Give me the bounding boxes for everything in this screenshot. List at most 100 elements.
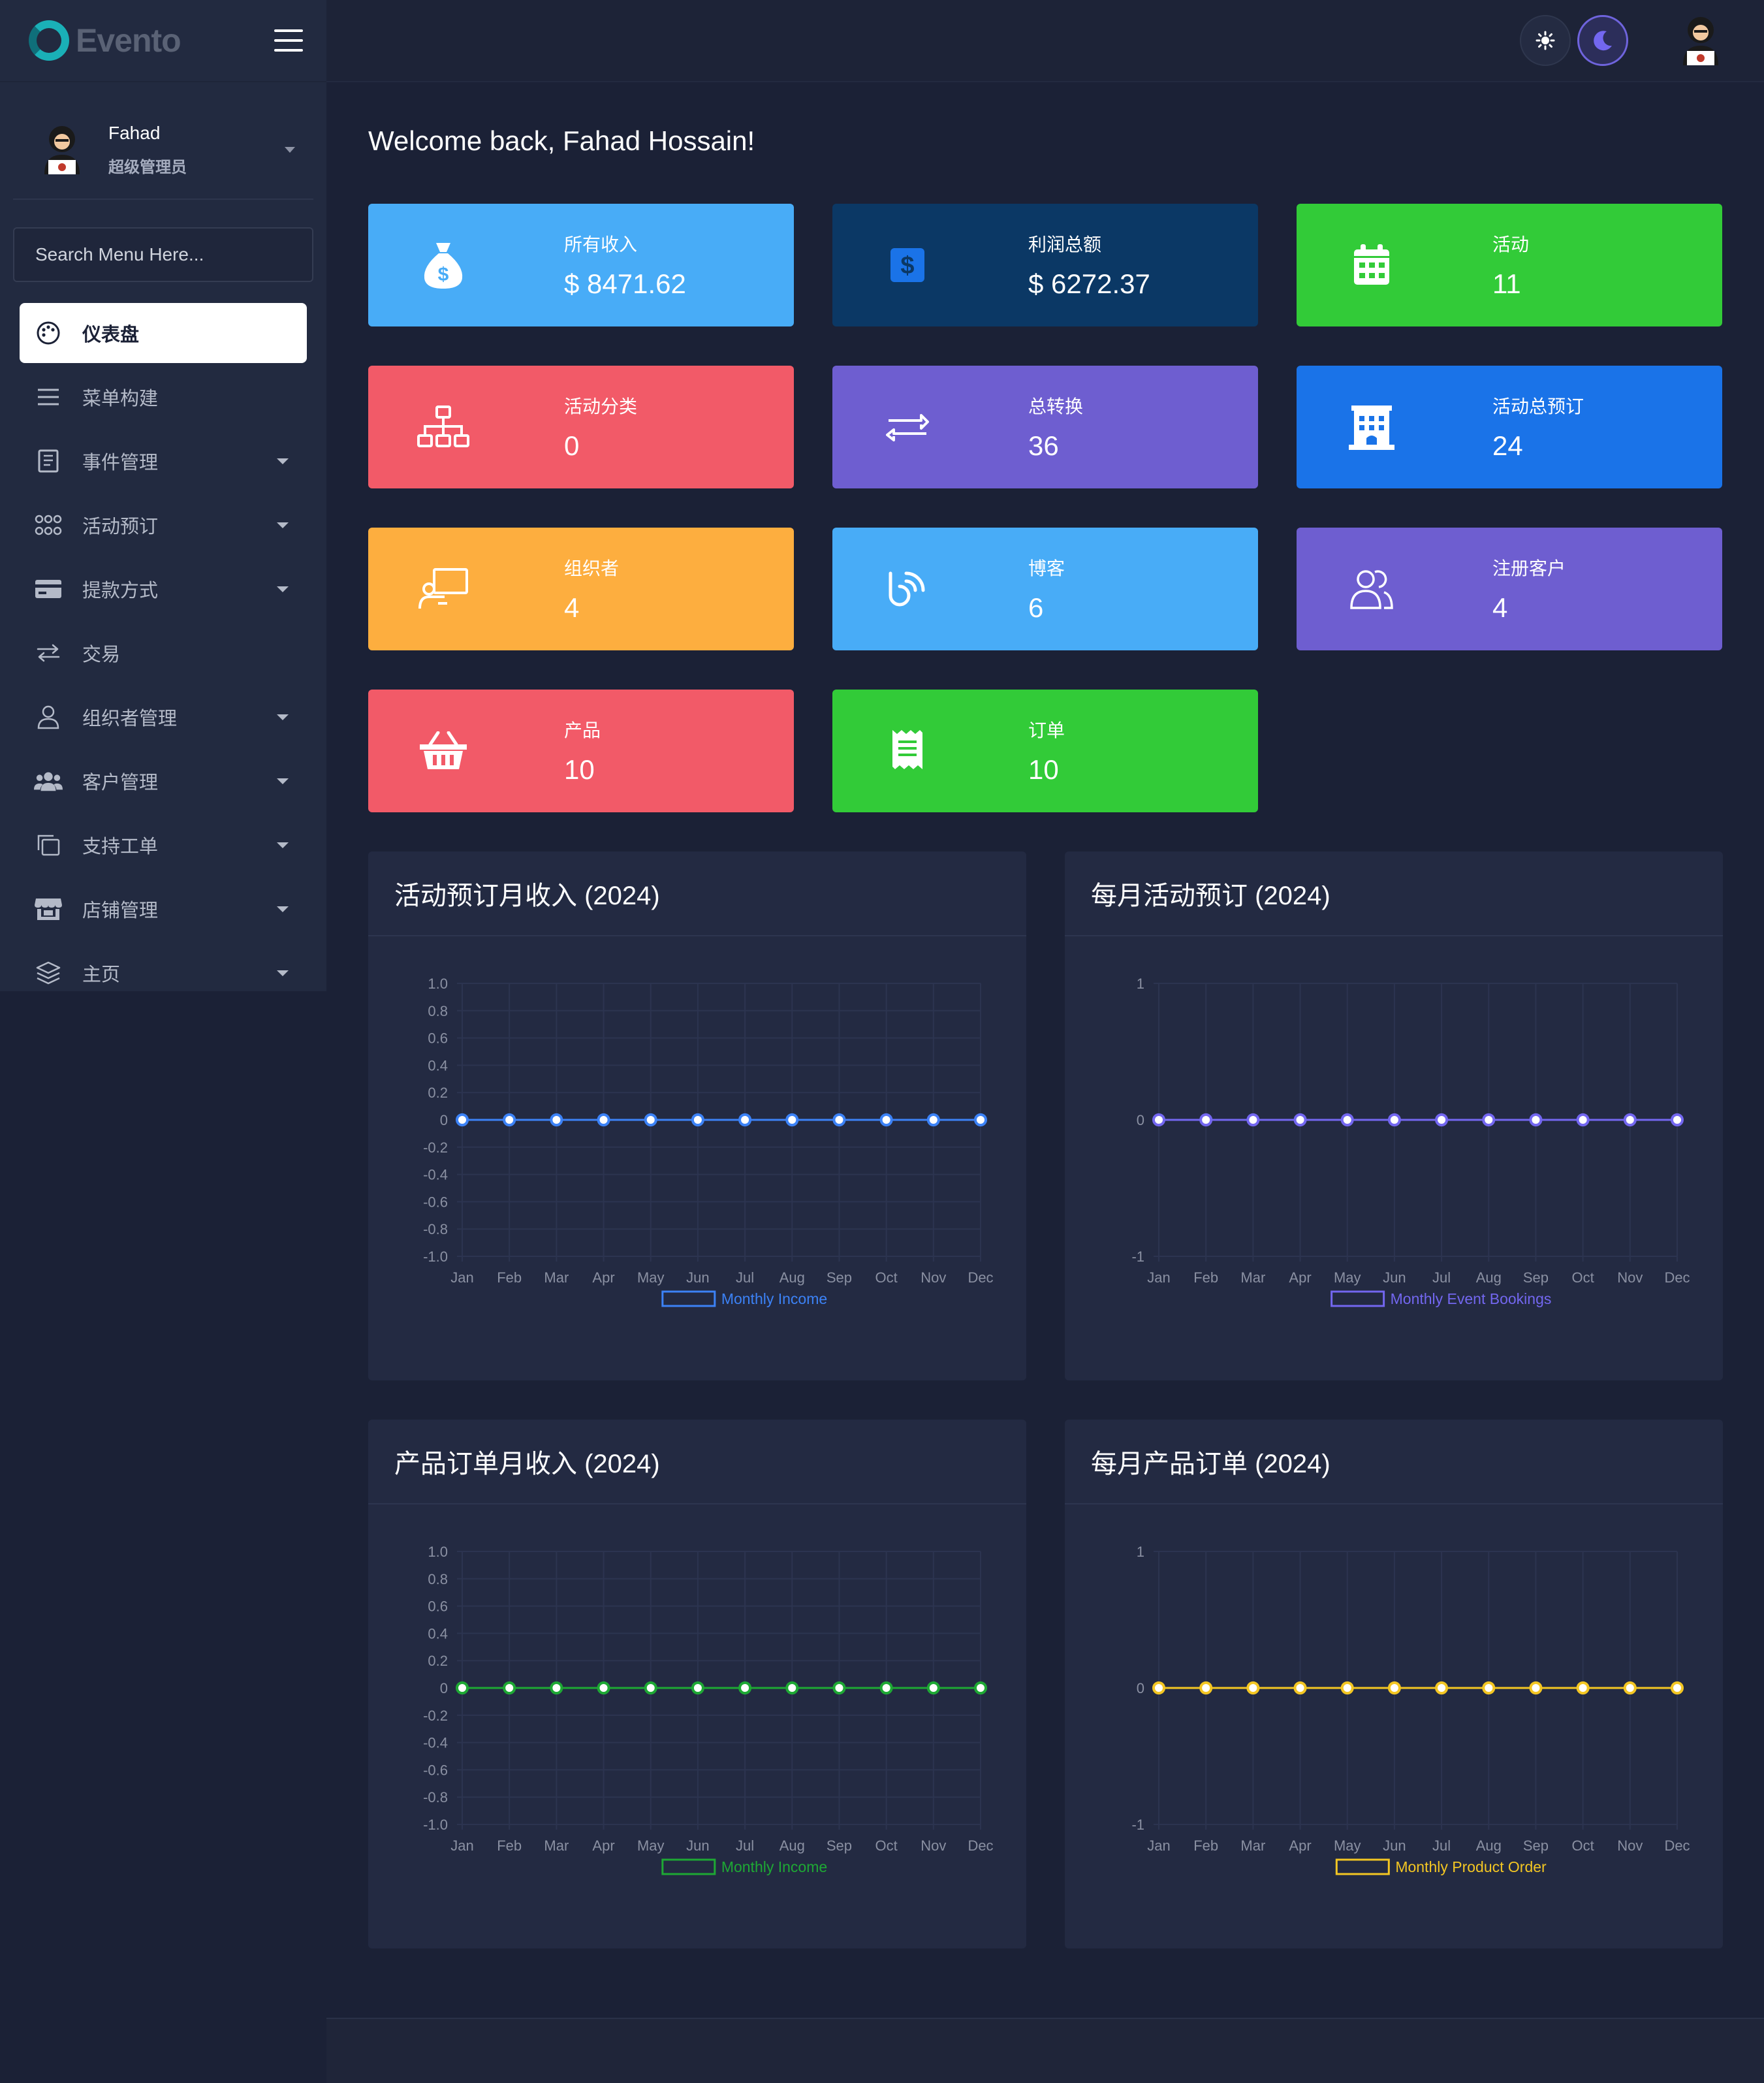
dark-mode-button[interactable] <box>1577 15 1628 66</box>
data-point[interactable] <box>974 1113 987 1126</box>
data-point[interactable] <box>785 1113 799 1126</box>
search-input[interactable] <box>35 244 312 265</box>
x-tick-label: Feb <box>1193 1269 1218 1286</box>
data-point[interactable] <box>1246 1681 1260 1694</box>
svg-text:$: $ <box>438 264 449 285</box>
data-point[interactable] <box>738 1113 752 1126</box>
data-point[interactable] <box>1199 1681 1213 1694</box>
data-point[interactable] <box>785 1681 799 1694</box>
user-avatar-button[interactable] <box>1678 14 1724 67</box>
sidebar-item-3[interactable]: 活动预订 <box>20 495 307 555</box>
data-point[interactable] <box>456 1113 469 1126</box>
y-tick-label: 0 <box>1137 1680 1144 1696</box>
chart-legend[interactable]: Monthly Event Bookings <box>1331 1290 1552 1307</box>
stat-card[interactable]: 活动 11 <box>1297 204 1722 326</box>
sidebar-item-1[interactable]: 菜单构建 <box>20 367 307 427</box>
data-point[interactable] <box>550 1113 563 1126</box>
stat-card[interactable]: 组织者 4 <box>368 528 794 650</box>
data-point[interactable] <box>550 1681 563 1694</box>
data-point[interactable] <box>1293 1113 1307 1126</box>
data-point[interactable] <box>879 1681 893 1694</box>
data-point[interactable] <box>879 1113 893 1126</box>
data-point[interactable] <box>1293 1681 1307 1694</box>
user-friends-icon <box>1329 569 1414 609</box>
stat-card[interactable]: 总转换 36 <box>832 366 1258 488</box>
chart-legend[interactable]: Monthly Income <box>661 1290 827 1307</box>
sidebar-item-7[interactable]: 客户管理 <box>20 751 307 811</box>
stat-card[interactable]: 订单 10 <box>832 690 1258 812</box>
data-point[interactable] <box>1529 1113 1543 1126</box>
data-point[interactable] <box>644 1681 657 1694</box>
chart-panel: 产品订单月收入 (2024) 1.0 0.8 0.6 0.4 0.2 0 -0.2 -0.4 -0… <box>368 1420 1026 1948</box>
stat-label: 组织者 <box>564 558 620 579</box>
menu-toggle-icon[interactable] <box>274 29 303 52</box>
stat-card[interactable]: 注册客户 4 <box>1297 528 1722 650</box>
data-point[interactable] <box>1340 1681 1354 1694</box>
data-point[interactable] <box>503 1681 516 1694</box>
data-point[interactable] <box>1435 1113 1449 1126</box>
sidebar-item-0[interactable]: 仪表盘 <box>20 303 307 363</box>
light-mode-button[interactable] <box>1520 15 1571 66</box>
stat-card[interactable]: 活动分类 0 <box>368 366 794 488</box>
data-point[interactable] <box>597 1681 610 1694</box>
data-point[interactable] <box>1576 1113 1590 1126</box>
sidebar-item-10[interactable]: 主页 <box>20 943 307 1003</box>
y-tick-label: -0.4 <box>423 1735 448 1751</box>
data-point[interactable] <box>1623 1681 1637 1694</box>
stat-value: 11 <box>1492 268 1521 299</box>
data-point[interactable] <box>1671 1113 1684 1126</box>
data-point[interactable] <box>832 1113 846 1126</box>
svg-text:$: $ <box>900 252 914 279</box>
y-tick-label: 0.6 <box>428 1598 448 1615</box>
data-point[interactable] <box>1152 1681 1165 1694</box>
sidebar-item-8[interactable]: 支持工单 <box>20 815 307 875</box>
data-point[interactable] <box>1152 1113 1165 1126</box>
data-point[interactable] <box>1435 1681 1449 1694</box>
chart-legend[interactable]: Monthly Income <box>661 1858 827 1875</box>
stat-card[interactable]: $ 所有收入 $ 8471.62 <box>368 204 794 326</box>
x-tick-label: Dec <box>968 1269 993 1286</box>
data-point[interactable] <box>597 1113 610 1126</box>
data-point[interactable] <box>1199 1113 1213 1126</box>
data-point[interactable] <box>926 1681 940 1694</box>
data-point[interactable] <box>691 1113 704 1126</box>
data-point[interactable] <box>1246 1113 1260 1126</box>
sidebar-item-9[interactable]: 店铺管理 <box>20 879 307 939</box>
data-point[interactable] <box>691 1681 704 1694</box>
data-point[interactable] <box>1576 1681 1590 1694</box>
sidebar-item-2[interactable]: 事件管理 <box>20 431 307 491</box>
data-point[interactable] <box>1482 1113 1496 1126</box>
brand-logo[interactable]: Evento <box>29 20 181 61</box>
x-tick-label: Aug <box>1476 1837 1502 1854</box>
data-point[interactable] <box>738 1681 752 1694</box>
stat-card[interactable]: $ 利润总额 $ 6272.37 <box>832 204 1258 326</box>
data-point[interactable] <box>1387 1113 1401 1126</box>
data-point[interactable] <box>1340 1113 1354 1126</box>
data-point[interactable] <box>644 1113 657 1126</box>
y-tick-label: -0.4 <box>423 1167 448 1183</box>
data-point[interactable] <box>1529 1681 1543 1694</box>
sidebar-item-5[interactable]: 交易 <box>20 623 307 683</box>
legend-label: Monthly Income <box>721 1858 827 1875</box>
stat-value: 36 <box>1028 430 1059 461</box>
data-point[interactable] <box>1482 1681 1496 1694</box>
stat-card[interactable]: 产品 10 <box>368 690 794 812</box>
chevron-down-icon[interactable] <box>285 146 295 153</box>
chalkboard-user-icon <box>401 568 486 610</box>
data-point[interactable] <box>1623 1113 1637 1126</box>
stat-card[interactable]: 活动总预订 24 <box>1297 366 1722 488</box>
data-point[interactable] <box>974 1681 987 1694</box>
data-point[interactable] <box>503 1113 516 1126</box>
sidebar-item-6[interactable]: 组织者管理 <box>20 687 307 747</box>
data-point[interactable] <box>832 1681 846 1694</box>
stat-card[interactable]: 博客 6 <box>832 528 1258 650</box>
sidebar-item-4[interactable]: 提款方式 <box>20 559 307 619</box>
data-point[interactable] <box>1671 1681 1684 1694</box>
stat-label: 注册客户 <box>1492 558 1566 579</box>
chart-legend[interactable]: Monthly Product Order <box>1335 1858 1547 1875</box>
data-point[interactable] <box>456 1681 469 1694</box>
data-point[interactable] <box>1387 1681 1401 1694</box>
user-profile[interactable]: Fahad 超级管理员 <box>13 101 313 200</box>
data-point[interactable] <box>926 1113 940 1126</box>
